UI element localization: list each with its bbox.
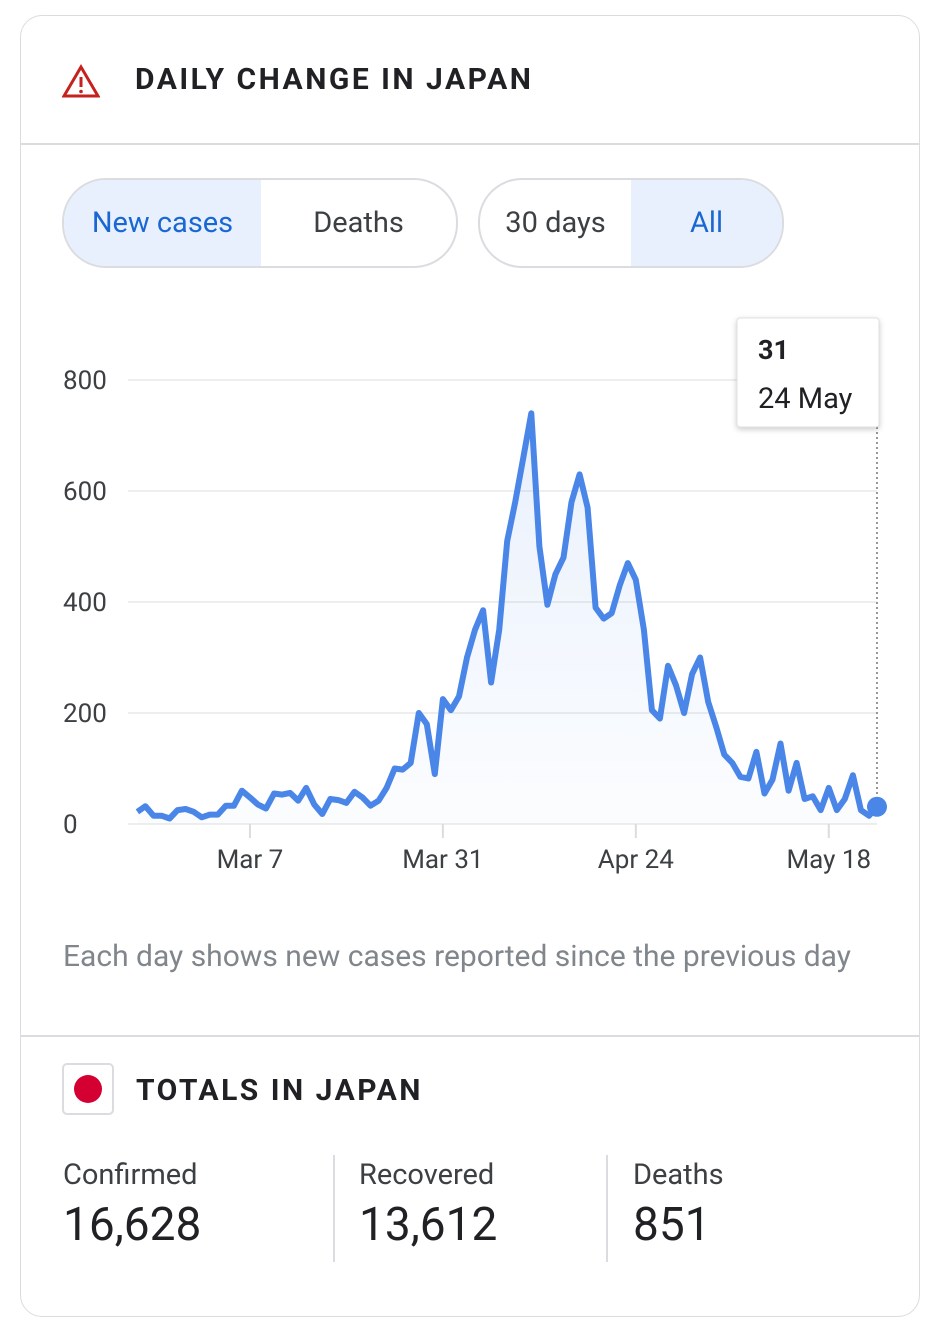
toggle-option[interactable]: 30 days: [505, 206, 606, 240]
tooltip-date: 24 May: [758, 382, 853, 416]
stat-value: 851: [633, 1198, 711, 1252]
y-tick-label: 400: [63, 588, 107, 618]
x-tick-label: Mar 7: [217, 845, 284, 875]
x-tick-label: Apr 24: [598, 845, 674, 875]
y-tick-label: 800: [63, 366, 107, 396]
japan-flag: [62, 1063, 114, 1115]
stat-value: 13,612: [359, 1198, 498, 1252]
stat-label: Recovered: [359, 1158, 495, 1192]
toggle-option[interactable]: New cases: [64, 180, 261, 266]
tooltip-box: [736, 317, 880, 428]
divider: [20, 1035, 920, 1037]
tooltip-value: 31: [758, 334, 789, 366]
range-toggle: 30 days All: [478, 178, 784, 268]
totals-title: TOTALS IN JAPAN: [136, 1073, 423, 1108]
y-tick-label: 0: [63, 810, 78, 840]
toggle-option[interactable]: Deaths: [313, 206, 404, 240]
chart: 0 200 400 600 800 Mar 7 Mar 31 Apr 24 May 18 31 24…: [63, 317, 887, 875]
warning-icon: [62, 64, 100, 98]
divider: [20, 143, 920, 145]
tooltip: 31 24 May: [736, 317, 880, 428]
stat-label: Confirmed: [63, 1158, 198, 1192]
area: [137, 413, 877, 824]
header-title: DAILY CHANGE IN JAPAN: [135, 62, 534, 97]
stat-value: 16,628: [63, 1198, 202, 1252]
x-tick-label: Mar 31: [402, 845, 483, 875]
point: [867, 796, 887, 817]
line: [135, 410, 880, 822]
separator: [606, 1155, 608, 1262]
y-tick-label: 600: [63, 477, 107, 507]
metric-toggle: New cases Deaths: [62, 178, 458, 268]
y-tick-label: 200: [63, 699, 107, 729]
x-tick-label: May 18: [786, 845, 871, 875]
chart-note: Each day shows new cases reported since …: [63, 939, 851, 974]
separator: [333, 1155, 335, 1262]
stat-label: Deaths: [633, 1158, 724, 1192]
toggle-option[interactable]: All: [631, 180, 782, 266]
